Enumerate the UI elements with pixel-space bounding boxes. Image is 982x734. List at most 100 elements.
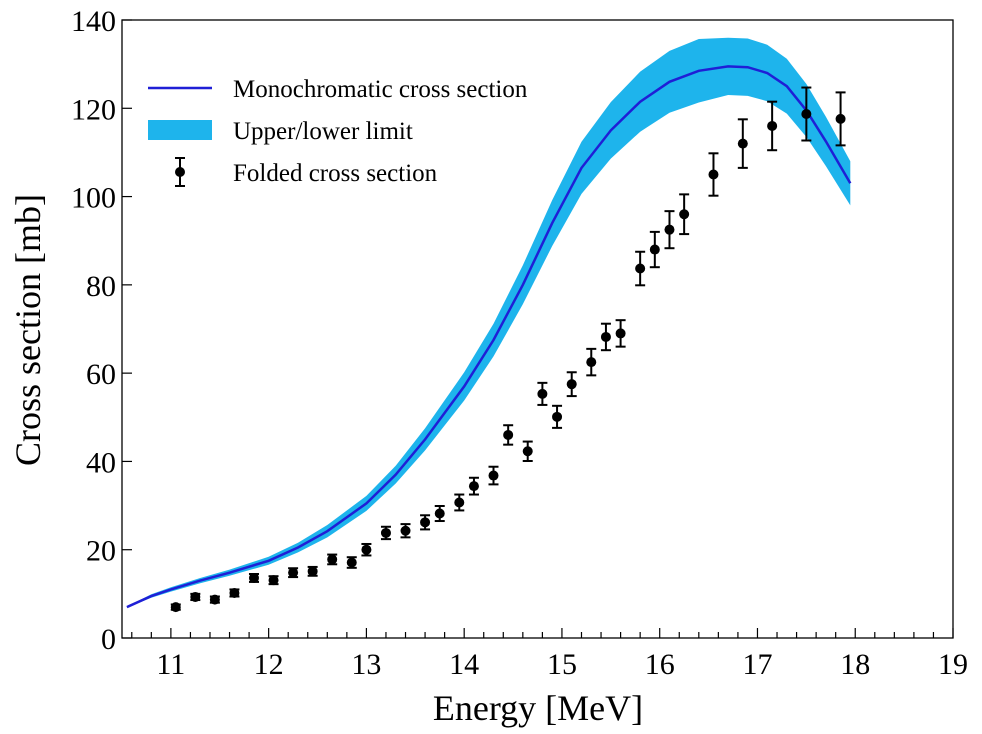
point-marker [307, 566, 318, 577]
point-marker [488, 470, 499, 481]
data-point [190, 591, 201, 602]
point-marker [434, 508, 445, 519]
band-layer [126, 37, 851, 608]
y-tick-label: 100 [71, 182, 116, 215]
x-tick-label: 13 [351, 648, 381, 681]
data-point [288, 567, 299, 579]
x-tick-labels: 11 12 13 14 15 16 17 18 19 [156, 648, 968, 681]
legend-swatch-band [148, 120, 212, 140]
legend-label-points: Folded cross section [233, 160, 438, 187]
point-marker [615, 328, 626, 339]
data-point [434, 505, 445, 523]
data-point [454, 493, 465, 512]
x-tick-label: 16 [645, 648, 675, 681]
x-tick-label: 17 [742, 648, 772, 681]
x-tick-label: 18 [840, 648, 870, 681]
data-point [737, 118, 748, 169]
point-marker [420, 517, 431, 528]
data-point [537, 381, 548, 406]
data-point [552, 404, 563, 429]
point-marker [649, 244, 660, 255]
data-point [679, 193, 690, 236]
point-marker [503, 429, 514, 440]
data-point [835, 91, 846, 147]
point-marker [801, 109, 812, 120]
point-marker [664, 224, 675, 235]
point-marker [737, 138, 748, 149]
point-marker [454, 497, 465, 508]
y-tick-label: 0 [101, 623, 116, 656]
point-marker [170, 602, 181, 613]
data-point [468, 476, 479, 496]
y-tick-label: 40 [86, 446, 116, 479]
point-marker [522, 446, 533, 457]
data-point [229, 587, 240, 598]
legend-label-band: Upper/lower limit [233, 118, 413, 145]
data-point [268, 575, 279, 586]
y-axis-title: Cross section [mb] [8, 194, 48, 466]
point-marker [552, 411, 563, 422]
point-marker [248, 572, 259, 583]
data-point [649, 230, 660, 269]
y-tick-label: 60 [86, 358, 116, 391]
data-point [615, 319, 626, 348]
point-marker [635, 263, 646, 274]
point-marker [400, 525, 411, 536]
point-marker [586, 357, 597, 368]
data-point [209, 594, 220, 605]
data-point [488, 465, 499, 486]
y-tick-label: 20 [86, 535, 116, 568]
data-point [708, 152, 719, 197]
data-point [503, 424, 514, 446]
monochromatic-curve [126, 65, 852, 609]
point-marker [679, 209, 690, 220]
point-marker [380, 527, 391, 538]
data-point [327, 553, 338, 566]
uncertainty-band [126, 37, 851, 608]
point-marker [566, 379, 577, 390]
data-point [361, 542, 372, 557]
ticks-layer [122, 19, 954, 639]
x-tick-label: 11 [156, 648, 185, 681]
data-point [801, 86, 812, 142]
data-point [635, 250, 646, 287]
data-point [400, 523, 411, 539]
point-marker [268, 575, 279, 586]
point-marker [468, 481, 479, 492]
point-marker [209, 594, 220, 605]
point-marker [600, 331, 611, 342]
point-marker [346, 557, 357, 568]
data-point [307, 565, 318, 577]
point-marker [361, 544, 372, 555]
x-tick-label: 19 [938, 648, 968, 681]
y-tick-label: 80 [86, 270, 116, 303]
x-tick-label: 12 [254, 648, 284, 681]
data-point [600, 322, 611, 352]
y-tick-label: 120 [71, 93, 116, 126]
y-tick-label: 140 [71, 5, 116, 38]
data-point [586, 347, 597, 377]
plot-frame [121, 19, 954, 639]
points-layer [170, 86, 846, 613]
x-axis-title: Energy [MeV] [433, 688, 643, 728]
data-point [170, 602, 181, 613]
x-tick-label: 14 [449, 648, 479, 681]
point-marker [288, 567, 299, 578]
legend-label-line: Monochromatic cross section [233, 76, 528, 103]
data-point [380, 525, 391, 541]
legend-swatch-point [175, 167, 185, 177]
point-marker [767, 120, 778, 131]
data-point [346, 556, 357, 569]
curve-layer [126, 65, 852, 609]
point-marker [537, 388, 548, 399]
data-point [566, 371, 577, 398]
point-marker [708, 169, 719, 180]
x-tick-label: 15 [547, 648, 577, 681]
point-marker [327, 554, 338, 565]
point-marker [229, 587, 240, 598]
data-point [767, 100, 778, 152]
point-marker [190, 591, 201, 602]
data-point [420, 514, 431, 531]
legend: Monochromatic cross section Upper/lower … [148, 76, 528, 187]
